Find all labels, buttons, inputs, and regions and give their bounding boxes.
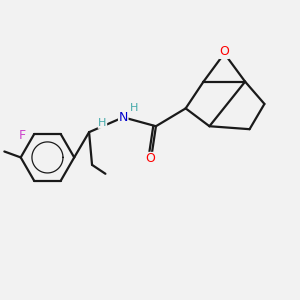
Text: H: H [98, 118, 106, 128]
Text: O: O [145, 152, 155, 165]
Text: H: H [130, 103, 138, 113]
Text: O: O [219, 45, 229, 58]
Text: N: N [118, 111, 128, 124]
Text: F: F [19, 129, 26, 142]
